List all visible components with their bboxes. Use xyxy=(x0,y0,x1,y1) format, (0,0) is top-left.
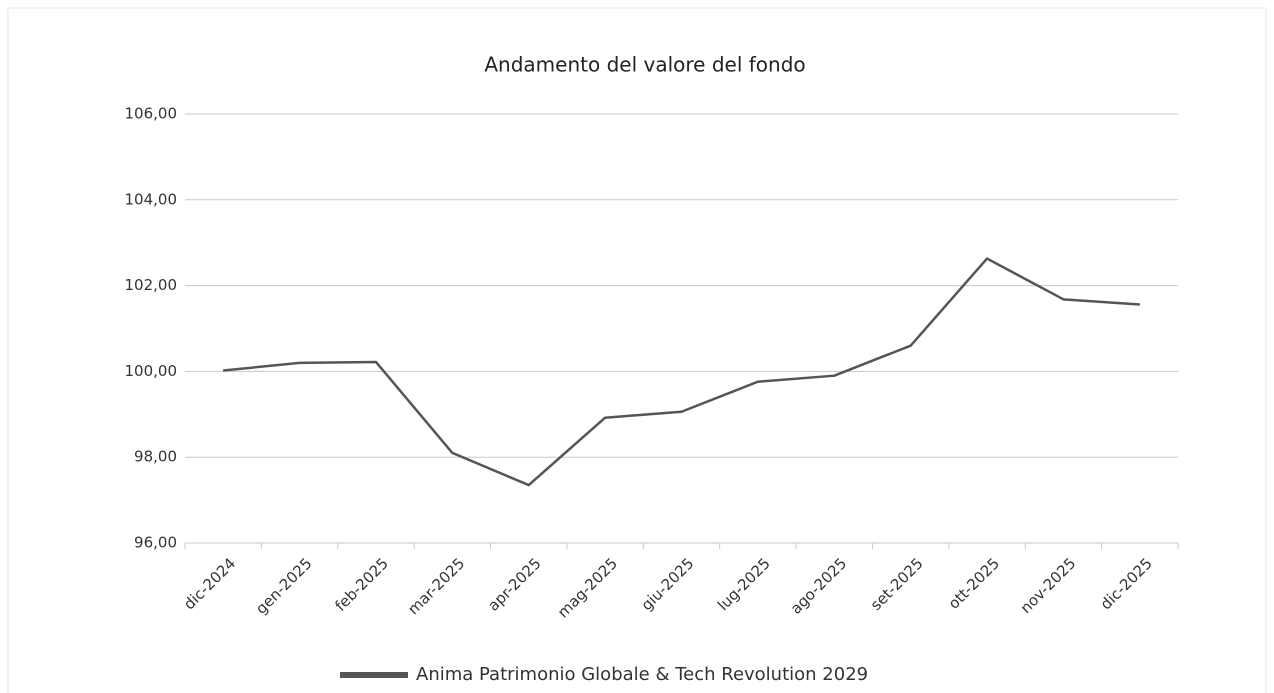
x-tick-label: nov-2025 xyxy=(1017,554,1080,617)
y-tick-label: 106,00 xyxy=(125,105,178,123)
chart-title: Andamento del valore del fondo xyxy=(484,53,805,77)
series-line xyxy=(223,257,1140,487)
x-tick-label: ott-2025 xyxy=(945,554,1003,612)
x-tick-label: dic-2025 xyxy=(1097,554,1156,613)
x-tick-label: ago-2025 xyxy=(787,554,850,617)
y-tick-label: 100,00 xyxy=(125,362,178,380)
legend-label: Anima Patrimonio Globale & Tech Revoluti… xyxy=(416,664,868,685)
y-tick-label: 96,00 xyxy=(134,534,177,552)
y-tick-label: 104,00 xyxy=(125,190,178,208)
x-tick-label: set-2025 xyxy=(867,554,927,614)
frame xyxy=(7,7,1267,693)
x-tick-label: feb-2025 xyxy=(331,554,392,615)
x-tick-label: giu-2025 xyxy=(638,554,698,614)
x-tick-label: dic-2024 xyxy=(180,554,239,613)
x-tick-label: mag-2025 xyxy=(554,554,621,621)
x-tick-label: apr-2025 xyxy=(484,554,544,614)
x-tick-label: lug-2025 xyxy=(714,554,774,614)
x-tick-label: mar-2025 xyxy=(404,554,468,618)
y-tick-label: 102,00 xyxy=(125,276,178,294)
x-tick-label: gen-2025 xyxy=(252,554,316,618)
y-tick-label: 98,00 xyxy=(134,448,177,466)
